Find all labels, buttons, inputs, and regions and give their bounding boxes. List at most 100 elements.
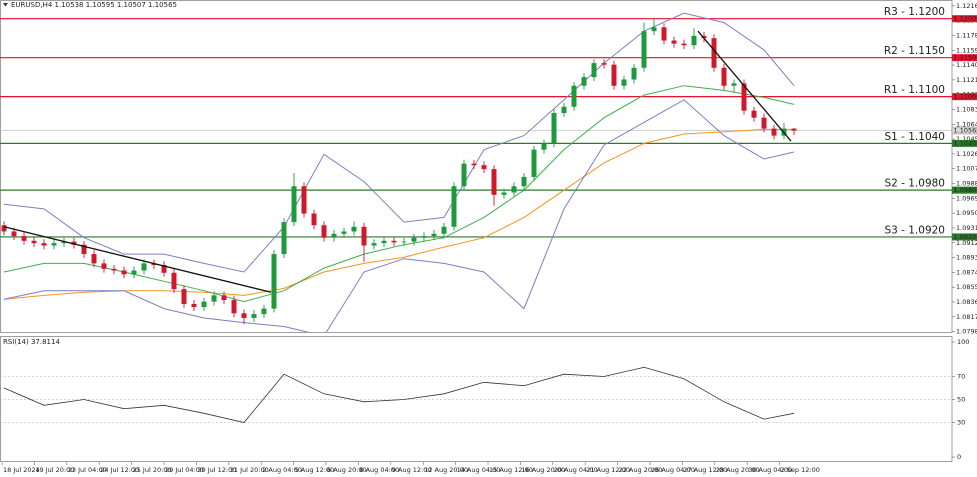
candle-body — [311, 213, 317, 226]
candle-body — [541, 143, 547, 150]
candle-body — [421, 236, 427, 238]
candle-body — [661, 27, 667, 41]
candle-body — [31, 240, 37, 244]
candle-body — [341, 231, 347, 234]
x-tick-label: 22 Aug 20:00 — [619, 466, 663, 474]
candle-body — [181, 289, 187, 304]
level-label: S3 - 1.0920 — [884, 224, 945, 236]
y-tick-label: 1.08365 — [956, 298, 977, 306]
rsi-tick-label: 30 — [957, 419, 965, 427]
y-tick-label: 1.08935 — [956, 254, 977, 262]
candle-body — [331, 233, 337, 238]
level-label: R3 - 1.1200 — [884, 6, 945, 18]
candle-body — [21, 236, 27, 241]
candle-body — [81, 244, 87, 255]
x-tick-label: 12 Aug 20:00 — [424, 466, 468, 474]
x-tick-label: 5 Aug 12:00 — [295, 466, 335, 474]
level-price-box — [952, 139, 977, 147]
candle-body — [581, 77, 587, 86]
candle-body — [411, 237, 417, 242]
y-tick-label: 1.10075 — [956, 165, 977, 173]
level-price-label: 1.10400 — [954, 139, 977, 147]
candle-body — [11, 231, 17, 237]
candle-body — [591, 63, 597, 78]
levels: R3 - 1.1200 R2 - 1.1150 R1 - 1.1100 S1 - 1.… — [0, 6, 952, 238]
rsi-title: RSI(14) 37.8114 — [3, 338, 60, 346]
candle-body — [271, 254, 277, 309]
overlay-line — [3, 12, 795, 273]
y-tick-label: 1.11785 — [956, 31, 977, 39]
candle-body — [701, 35, 707, 39]
x-tick-label: 30 Aug 04:00 — [748, 466, 792, 474]
rsi-tick-label: 0 — [957, 453, 961, 461]
candle-body — [691, 35, 697, 46]
candle-body — [751, 110, 757, 118]
y-tick-label: 1.11595 — [956, 46, 977, 54]
rsi-pane — [0, 336, 953, 462]
candle-body — [351, 226, 357, 232]
x-tick-label: 31 Jul 20:00 — [230, 466, 269, 474]
x-tick-label: 29 Jul 04:00 — [165, 466, 204, 474]
y-tick-label: 1.09885 — [956, 180, 977, 188]
candle-body — [521, 176, 527, 187]
candle-body — [371, 243, 377, 246]
menu-arrow — [3, 3, 8, 7]
candle-body — [761, 117, 767, 129]
candle-body — [261, 308, 267, 315]
candle-body — [301, 186, 307, 214]
candle-body — [491, 169, 497, 195]
trendline — [697, 30, 792, 142]
rsi-plot — [0, 366, 952, 423]
last-price-label: 1.10565 — [954, 127, 977, 135]
level-price-box — [952, 186, 977, 194]
candle-body — [501, 192, 507, 195]
candle-body — [241, 313, 247, 318]
level-label: S2 - 1.0980 — [884, 178, 945, 190]
candle-body — [551, 113, 557, 144]
x-tick-label: 14 Aug 04:00 — [457, 466, 501, 474]
x-tick-label: 30 Jul 12:00 — [197, 466, 236, 474]
candle-body — [641, 31, 647, 68]
level-price-box — [952, 233, 977, 241]
level-price-label: 1.09800 — [954, 186, 977, 194]
candle-body — [601, 63, 607, 65]
level-label: R1 - 1.1100 — [884, 84, 945, 96]
candle-body — [681, 43, 687, 46]
candle-body — [391, 240, 397, 243]
candle-body — [731, 83, 737, 86]
y-tick-label: 1.11215 — [956, 76, 977, 84]
y-tick-label: 1.08175 — [956, 313, 977, 321]
x-tick-label: 9 Aug 12:00 — [392, 466, 432, 474]
candle-body — [191, 303, 197, 308]
y-tick-label: 1.09125 — [956, 239, 977, 247]
level-label: R2 - 1.1150 — [884, 45, 945, 57]
x-tick-label: 26 Aug 04:00 — [651, 466, 695, 474]
candle-body — [281, 222, 287, 255]
candle-body — [231, 300, 237, 314]
candle-body — [291, 186, 297, 223]
rsi-tick-label: 70 — [957, 373, 965, 381]
rsi-tick-label: 50 — [957, 396, 965, 404]
candle-body — [451, 186, 457, 227]
candle-body — [611, 64, 617, 86]
x-tick-label: 2 Sep 12:00 — [781, 466, 820, 474]
x-tick-label: 6 Aug 20:00 — [327, 466, 367, 474]
candle-body — [631, 67, 637, 80]
level-label: S1 - 1.1040 — [884, 131, 945, 143]
candle-body — [431, 233, 437, 237]
candle-body — [71, 241, 77, 245]
y-tick-label: 1.08555 — [956, 283, 977, 291]
candle-body — [771, 128, 777, 136]
candle-body — [221, 295, 227, 301]
overlay-line — [3, 99, 795, 332]
x-tick-label: 24 Jul 12:00 — [100, 466, 139, 474]
candle-body — [481, 165, 487, 170]
candle-body — [211, 295, 217, 302]
candle-body — [621, 79, 627, 86]
candle-body — [401, 241, 407, 243]
candle-body — [91, 254, 97, 264]
x-tick-label: 8 Aug 04:00 — [359, 466, 399, 474]
candle-body — [51, 243, 57, 246]
y-tick-label: 1.09695 — [956, 194, 977, 202]
